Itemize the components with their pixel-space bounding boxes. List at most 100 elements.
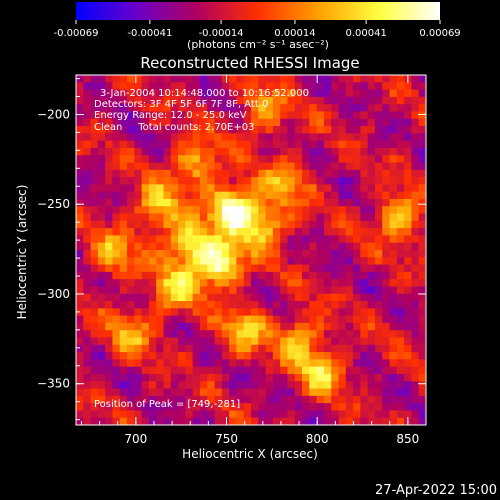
heatmap-cell	[251, 410, 259, 419]
heatmap-cell	[302, 337, 310, 346]
heatmap-cell	[309, 198, 318, 207]
heatmap-cell	[243, 359, 252, 368]
heatmap-cell	[309, 286, 318, 295]
heatmap-cell	[127, 206, 135, 215]
heatmap-cell	[76, 264, 84, 273]
heatmap-cell	[105, 410, 114, 419]
heatmap-cell	[345, 184, 354, 193]
heatmap-cell	[360, 366, 369, 375]
heatmap-cell	[170, 344, 179, 353]
heatmap-cell	[316, 96, 325, 105]
heatmap-cell	[76, 410, 84, 419]
heatmap-cell	[221, 162, 230, 171]
heatmap-cell	[192, 373, 201, 382]
heatmap-cell	[294, 366, 303, 375]
heatmap-cell	[287, 373, 296, 382]
heatmap-cell	[90, 417, 99, 425]
heatmap-cell	[97, 337, 106, 346]
heatmap-cell	[353, 250, 361, 258]
heatmap-cell	[309, 147, 318, 156]
heatmap-cell	[83, 177, 92, 185]
heatmap-cell	[170, 373, 179, 382]
heatmap-cell	[163, 250, 172, 258]
heatmap-cell	[345, 198, 354, 207]
heatmap-cell	[382, 315, 391, 324]
heatmap-cell	[178, 359, 186, 368]
heatmap-cell	[294, 286, 303, 295]
heatmap-cell	[214, 388, 223, 397]
heatmap-cell	[119, 359, 128, 368]
heatmap-cell	[338, 96, 347, 105]
heatmap-cell	[163, 213, 172, 222]
heatmap-cell	[97, 126, 106, 134]
heatmap-cell	[309, 169, 318, 178]
heatmap-cell	[141, 147, 150, 156]
heatmap-cell	[396, 322, 405, 331]
heatmap-cell	[280, 177, 289, 185]
heatmap-cell	[83, 75, 92, 83]
heatmap-cell	[316, 228, 325, 237]
heatmap-cell	[265, 169, 274, 178]
heatmap-cell	[389, 403, 398, 412]
heatmap-cell	[258, 286, 267, 295]
heatmap-cell	[389, 89, 398, 98]
heatmap-cell	[404, 271, 413, 280]
heatmap-cell	[229, 417, 238, 425]
heatmap-cell	[127, 373, 135, 382]
heatmap-cell	[178, 162, 186, 171]
heatmap-cell	[214, 228, 223, 237]
heatmap-cell	[360, 162, 369, 171]
heatmap-cell	[156, 330, 165, 339]
heatmap-cell	[404, 286, 413, 295]
heatmap-cell	[221, 257, 230, 266]
heatmap-cell	[360, 381, 369, 390]
heatmap-cell	[331, 250, 340, 258]
heatmap-cell	[338, 330, 347, 339]
heatmap-cell	[207, 220, 216, 229]
heatmap-cell	[83, 250, 92, 258]
heatmap-cell	[258, 359, 267, 368]
heatmap-cell	[367, 366, 376, 375]
heatmap-cell	[76, 352, 84, 360]
heatmap-cell	[207, 206, 216, 215]
heatmap-cell	[374, 198, 383, 207]
heatmap-cell	[148, 140, 157, 149]
heatmap-cell	[302, 264, 310, 273]
heatmap-cell	[360, 250, 369, 258]
heatmap-cell	[170, 155, 179, 164]
heatmap-cell	[280, 133, 289, 142]
heatmap-cell	[389, 96, 398, 105]
heatmap-cell	[404, 111, 413, 120]
heatmap-cell	[294, 133, 303, 142]
heatmap-cell	[221, 395, 230, 404]
heatmap-cell	[185, 133, 194, 142]
heatmap-cell	[134, 177, 143, 185]
heatmap-cell	[243, 220, 252, 229]
heatmap-cell	[331, 169, 340, 178]
heatmap-cell	[156, 250, 165, 258]
heatmap-cell	[316, 410, 325, 419]
heatmap-cell	[374, 250, 383, 258]
heatmap-cell	[294, 177, 303, 185]
heatmap-cell	[112, 184, 121, 193]
heatmap-cell	[178, 75, 186, 83]
heatmap-cell	[127, 308, 135, 317]
heatmap-cell	[389, 250, 398, 258]
heatmap-cell	[338, 301, 347, 309]
heatmap-cell	[83, 279, 92, 288]
heatmap-cell	[119, 235, 128, 244]
heatmap-cell	[280, 96, 289, 105]
heatmap-cell	[156, 235, 165, 244]
heatmap-cell	[258, 82, 267, 91]
heatmap-cell	[243, 133, 252, 142]
heatmap-cell	[214, 75, 223, 83]
heatmap-cell	[345, 155, 354, 164]
heatmap-cell	[302, 352, 310, 360]
heatmap-cell	[243, 366, 252, 375]
heatmap-cell	[389, 140, 398, 149]
heatmap-cell	[411, 177, 420, 185]
heatmap-cell	[105, 75, 114, 83]
heatmap-cell	[353, 126, 361, 134]
heatmap-cell	[382, 184, 391, 193]
heatmap-cell	[265, 366, 274, 375]
